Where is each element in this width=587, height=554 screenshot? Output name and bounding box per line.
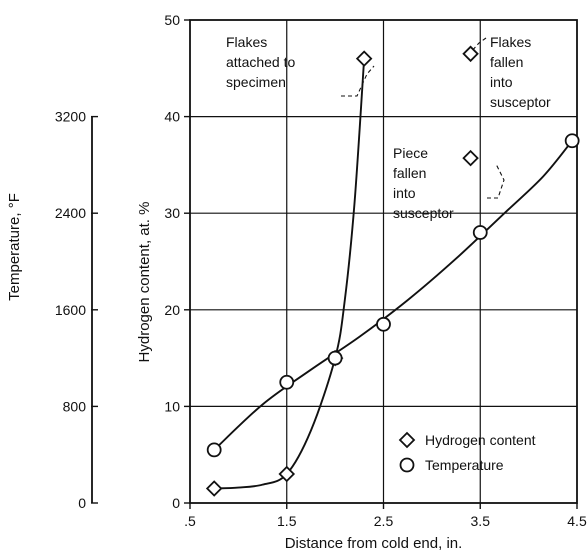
- annotation-text: Flakes: [226, 34, 267, 50]
- x-tick-label: 3.5: [471, 513, 491, 529]
- temperature-curve: [213, 140, 573, 451]
- hydrogen-point: [205, 480, 223, 497]
- legend-circle-marker: [399, 457, 415, 473]
- temperature-tick-label: 3200: [55, 109, 86, 125]
- y-tick-label: 30: [164, 205, 180, 221]
- temperature-tick-label: 0: [78, 495, 86, 511]
- annotation-leader: [470, 37, 487, 53]
- secondary-axis: 0 800 1600 2400 3200 Temperature, °F: [6, 109, 98, 511]
- annotation-text: Flakes: [490, 34, 531, 50]
- x-axis-title: Distance from cold end, in.: [285, 535, 463, 552]
- annotation-leader: [487, 163, 505, 199]
- legend: Hydrogen content Temperature: [398, 431, 536, 473]
- temperature-point: [376, 316, 391, 332]
- legend-label: Hydrogen content: [425, 432, 536, 448]
- x-tick-label: 2.5: [374, 513, 394, 529]
- annotation-text: into: [490, 74, 513, 90]
- legend-label: Temperature: [425, 457, 504, 473]
- legend-diamond-marker: [398, 431, 416, 449]
- y-tick-label: 0: [172, 495, 180, 511]
- annotation-text: into: [393, 185, 416, 201]
- temperature-point: [206, 442, 222, 458]
- temperature-series: [206, 133, 580, 458]
- annotation-text: Piece: [393, 145, 428, 161]
- annotation-text: susceptor: [393, 205, 454, 221]
- annotation-leader: [341, 65, 375, 97]
- annotation-text: fallen: [393, 165, 426, 181]
- x-tick-label: 4.5: [567, 513, 587, 529]
- temperature-tick-label: 800: [63, 398, 87, 414]
- x-tick-label: 1.5: [277, 513, 297, 529]
- plot-grid: [190, 20, 577, 503]
- x-tick-label: .5: [184, 513, 196, 529]
- hydrogen-point: [462, 149, 479, 167]
- y-tick-label: 40: [164, 109, 180, 125]
- temperature-tick-label: 1600: [55, 302, 86, 318]
- temperature-point: [327, 350, 343, 366]
- temperature-point: [472, 225, 488, 240]
- hydrogen-series: [205, 45, 479, 497]
- annotation-text: specimen: [226, 74, 286, 90]
- y-tick-label: 20: [164, 302, 180, 318]
- y-axis-title: Hydrogen content, at. %: [136, 202, 153, 363]
- series-layer: [205, 45, 580, 497]
- temperature-point: [564, 133, 580, 149]
- hydrogen-point: [278, 465, 296, 483]
- annotation-layer: Flakes attached to specimen Piece fallen into…: [226, 34, 551, 221]
- y-tick-label: 10: [164, 398, 180, 414]
- hydrogen-curve: [214, 58, 366, 490]
- temperature-point: [279, 374, 295, 390]
- annotation-text: attached to: [226, 54, 295, 70]
- annotation-text: susceptor: [490, 94, 551, 110]
- y-tick-label: 50: [164, 12, 180, 28]
- temperature-axis-title: Temperature, °F: [6, 193, 23, 301]
- annotation-text: fallen: [490, 54, 523, 70]
- hydrogen-point: [462, 45, 479, 63]
- hydrogen-point: [355, 50, 373, 67]
- plot-axes: .5 1.5 2.5 3.5 4.5 0 10 20 30 40 50 Distance from c…: [136, 12, 587, 552]
- temperature-tick-label: 2400: [55, 205, 86, 221]
